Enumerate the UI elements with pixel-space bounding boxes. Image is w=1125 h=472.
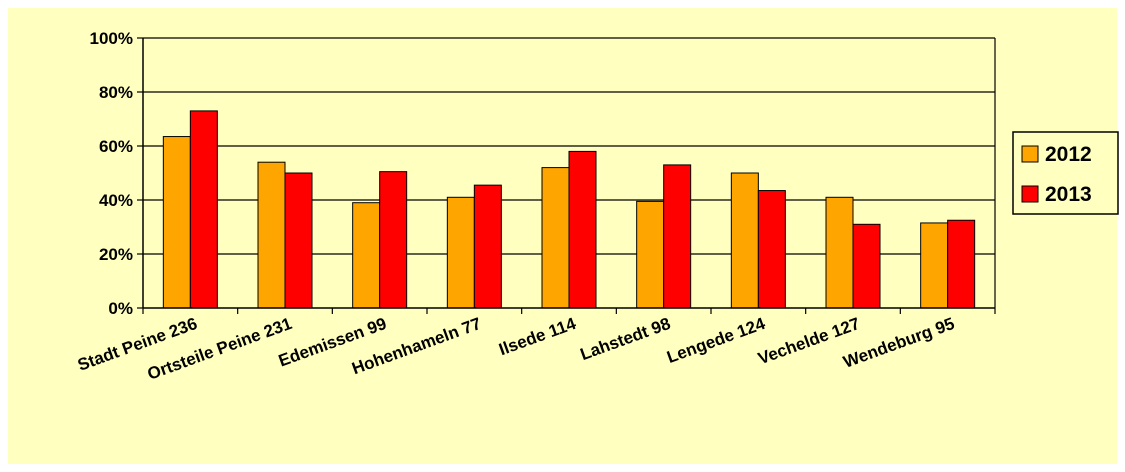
legend-swatch-2012 <box>1021 145 1039 163</box>
axes <box>137 37 996 314</box>
bar-2013-8 <box>947 219 976 309</box>
bar-2013-6 <box>757 190 786 309</box>
legend-label-2013: 2013 <box>1045 183 1092 206</box>
bar-2012-5 <box>636 200 665 309</box>
bar-2012-1 <box>257 161 286 309</box>
bar-2012-2 <box>352 202 381 309</box>
y-tick-label: 80% <box>99 83 133 102</box>
bar-2013-7 <box>852 223 881 309</box>
bar-2013-0 <box>189 110 218 309</box>
legend: 2012 2013 <box>1012 131 1119 215</box>
bar-2013-3 <box>473 184 502 309</box>
y-tick-label: 60% <box>99 137 133 156</box>
bar-2012-3 <box>446 196 475 309</box>
y-tick-label: 100% <box>90 29 133 48</box>
bar-2013-2 <box>379 171 408 309</box>
bar-2012-8 <box>920 222 949 309</box>
bar-2013-5 <box>663 164 692 309</box>
bars <box>162 110 976 309</box>
legend-swatch-2013 <box>1021 185 1039 203</box>
legend-label-2012: 2012 <box>1045 143 1092 166</box>
y-tick-labels: 0% 20% 40% 60% 80% 100% <box>90 29 133 318</box>
bar-2012-0 <box>162 136 191 309</box>
bar-2012-7 <box>825 196 854 309</box>
y-tick-label: 40% <box>99 191 133 210</box>
y-tick-label: 20% <box>99 245 133 264</box>
bar-2013-1 <box>284 172 313 309</box>
y-tick-label: 0% <box>108 299 133 318</box>
bar-2013-4 <box>568 150 597 309</box>
bar-2012-6 <box>730 172 759 309</box>
bar-2012-4 <box>541 167 570 309</box>
